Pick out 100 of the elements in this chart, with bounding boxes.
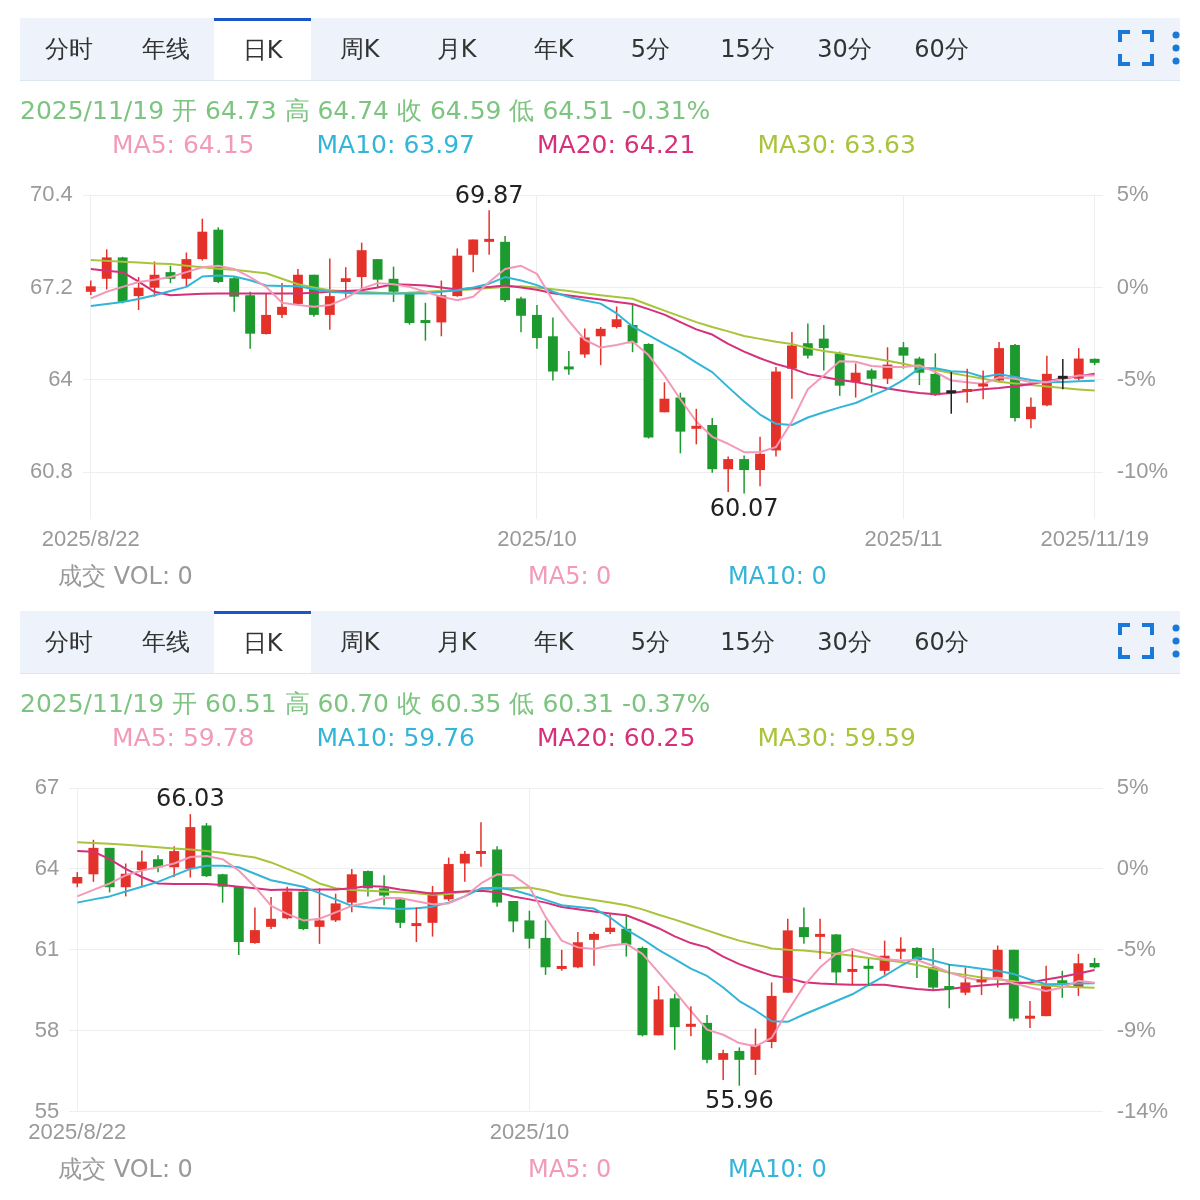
text: MA10: 59.76: [316, 722, 475, 754]
y2-tick-label: 0%: [1116, 273, 1149, 299]
text: 30分: [816, 627, 873, 658]
text: MA30: 63.63: [757, 129, 916, 161]
x-tick-label: 2025/10: [489, 1118, 570, 1144]
candlestick: [944, 963, 955, 1010]
candlestick: [978, 369, 989, 401]
text: 周K: [338, 627, 381, 658]
text: MA5: 59.78: [112, 722, 255, 754]
text: 15分: [719, 34, 776, 65]
candlestick: [532, 304, 542, 350]
text: 月K: [435, 34, 478, 65]
y2-tick-label: 0%: [1116, 855, 1149, 881]
y-tick-label: 61: [34, 935, 60, 961]
candlestick: [734, 1046, 745, 1087]
candlestick: [468, 238, 479, 273]
text: 日K: [214, 18, 311, 80]
candlestick: [847, 949, 858, 986]
chart-title: 2025/11/19 开 60.51 高 60.70 收 60.35 低 60.31 -0.37%: [20, 688, 712, 720]
y-tick-label: 70.4: [29, 181, 73, 207]
y2-tick-label: 5%: [1116, 181, 1149, 207]
candlestick: [723, 455, 734, 493]
candlestick: [755, 436, 765, 487]
candlestick: [314, 887, 325, 945]
x-tick-label: 2025/8/22: [41, 525, 140, 551]
candlestick: [563, 350, 574, 376]
y-tick-label: 60.8: [29, 458, 73, 484]
text: 15分: [719, 627, 776, 658]
candlestick: [324, 257, 335, 331]
candlestick: [595, 326, 606, 366]
x-tick-label: 2025/11/19: [1040, 525, 1149, 551]
text: MA20: 60.25: [536, 722, 696, 754]
text: MA10: 63.97: [316, 129, 475, 161]
text: 30分: [816, 34, 873, 65]
annotation: 69.87: [454, 180, 524, 209]
text: 60分: [913, 627, 970, 658]
text: MA5: 0: [528, 561, 613, 591]
text: 5分: [629, 34, 672, 65]
candlestick: [659, 381, 670, 414]
y-tick-label: 67: [34, 774, 60, 800]
candlestick: [459, 850, 470, 883]
text: 分时: [43, 34, 94, 65]
candlestick: [133, 276, 144, 311]
x-tick-label: 2025/10: [497, 525, 577, 551]
text: MA10: 0: [728, 1154, 827, 1184]
candlestick: [718, 1049, 729, 1081]
candlestick: [475, 821, 486, 868]
candlestick: [266, 896, 277, 930]
candlestick: [340, 266, 351, 300]
y2-tick-label: -10%: [1116, 458, 1168, 484]
candlestick: [962, 367, 973, 404]
text: 年K: [532, 627, 575, 658]
text: 年线: [140, 627, 191, 658]
candlestick: [508, 900, 519, 934]
text: 5分: [629, 627, 672, 658]
candlestick: [420, 302, 431, 342]
text: 年K: [532, 34, 575, 65]
y2-tick-label: 5%: [1116, 774, 1149, 800]
candlestick: [685, 1005, 696, 1038]
candlestick: [798, 906, 809, 945]
text: 成交 VOL: 0: [58, 1154, 194, 1184]
candlestick: [895, 936, 906, 960]
text: MA5: 0: [528, 1154, 613, 1184]
y-tick-label: 64: [34, 854, 60, 880]
candlestick: [898, 341, 909, 370]
y2-tick-label: -9%: [1116, 1016, 1156, 1042]
text: 成交 VOL: 0: [58, 561, 194, 591]
candlestick: [611, 305, 622, 330]
chart-title: 2025/11/19 开 64.73 高 64.74 收 64.59 低 64.51 -0.31%: [20, 95, 712, 127]
text: MA30: 59.59: [757, 722, 916, 754]
text: MA10: 0: [728, 561, 827, 591]
candlestick: [229, 276, 240, 313]
candlestick: [946, 371, 957, 415]
candlestick: [818, 324, 829, 372]
y2-tick-label: -5%: [1116, 365, 1156, 391]
text: 月K: [435, 627, 478, 658]
candlestick: [372, 258, 383, 288]
candlestick: [588, 931, 600, 967]
candlestick: [866, 367, 877, 394]
y-tick-label: 67.2: [29, 273, 73, 299]
y-tick-label: 58: [34, 1016, 60, 1042]
candlestick: [815, 918, 826, 960]
annotation: 66.03: [155, 784, 225, 813]
candlestick: [1026, 396, 1036, 429]
candlestick: [516, 295, 526, 333]
text: 年线: [140, 34, 191, 65]
candlestick: [1024, 1000, 1035, 1029]
x-tick-label: 2025/11: [864, 525, 943, 551]
candlestick: [1057, 358, 1068, 390]
y2-tick-label: -14%: [1116, 1097, 1168, 1123]
text: 分时: [43, 627, 94, 658]
candlestick: [928, 947, 939, 991]
text: 60分: [913, 34, 970, 65]
candlestick: [484, 209, 495, 256]
candlestick: [395, 898, 406, 929]
candlestick: [277, 282, 287, 319]
candlestick: [556, 949, 567, 972]
candlestick: [261, 292, 272, 336]
text: MA20: 64.21: [536, 129, 696, 161]
candlestick: [691, 408, 702, 446]
